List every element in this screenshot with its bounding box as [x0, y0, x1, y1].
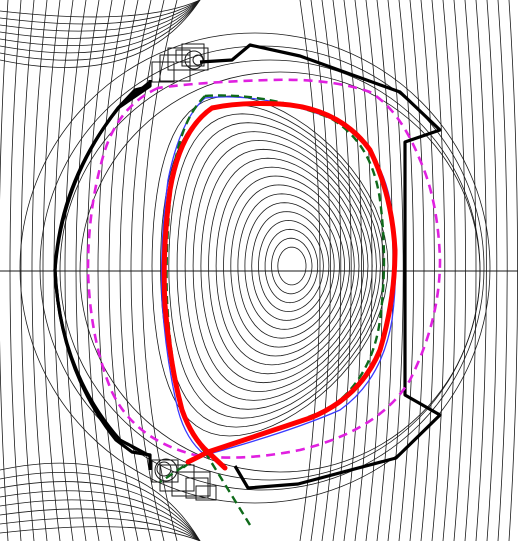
- closed-flux-surface: [244, 202, 335, 330]
- open-field-line: [365, 0, 383, 541]
- closed-flux-surface: [251, 211, 330, 321]
- closed-flux-surface: [264, 228, 319, 304]
- open-field-line: [420, 0, 435, 541]
- outer-flux-circles: [19, 32, 491, 504]
- open-field-line: [97, 0, 126, 541]
- open-field-line: [130, 0, 165, 541]
- open-field-line: [9, 0, 22, 541]
- open-field-line: [0, 517, 201, 541]
- open-field-line: [20, 0, 35, 541]
- open-field-line: [0, 481, 201, 541]
- closed-flux-surface: [208, 157, 360, 375]
- closed-flux-surface: [184, 131, 373, 401]
- closed-flux-surface: [230, 184, 345, 348]
- closed-flux-surface: [160, 104, 385, 428]
- closed-flux-surface: [192, 139, 369, 393]
- open-field-line: [398, 0, 414, 541]
- closed-flux-surface: [237, 193, 340, 339]
- vessel-wall-left-arc: [53, 80, 151, 458]
- open-field-line: [0, 0, 201, 47]
- open-field-line: [119, 0, 152, 541]
- open-field-line: [0, 471, 201, 541]
- open-field-line: [409, 0, 425, 541]
- open-field-line: [387, 0, 404, 541]
- upper-divertor-coils: [151, 43, 209, 83]
- outer-flux-circle: [19, 32, 491, 504]
- open-field-line: [0, 0, 201, 61]
- closed-flux-surface: [258, 219, 324, 313]
- open-field-line: [299, 0, 321, 541]
- open-field-line: [0, 0, 201, 32]
- open-field-line: [0, 462, 201, 541]
- open-field-line: [75, 0, 100, 541]
- open-field-line: [442, 0, 456, 541]
- closed-flux-surface: [277, 246, 307, 286]
- boundary-dashed-magenta: [86, 78, 442, 459]
- open-field-line: [497, 0, 508, 541]
- outer-flux-circle: [79, 71, 481, 473]
- open-field-line: [86, 0, 113, 541]
- open-field-line: [108, 0, 139, 541]
- open-field-line: [475, 0, 487, 541]
- open-field-line: [0, 0, 201, 18]
- open-field-line: [0, 490, 201, 541]
- open-field-line: [453, 0, 466, 541]
- open-field-line: [0, 0, 201, 54]
- open-field-line: [431, 0, 446, 541]
- open-field-line: [464, 0, 477, 541]
- open-field-line: [0, 0, 201, 68]
- closed-flux-surfaces: [151, 95, 389, 437]
- open-field-line: [0, 499, 201, 541]
- closed-flux-surface: [168, 113, 381, 419]
- closed-flux-surface: [223, 175, 350, 357]
- closed-flux-surface: [176, 122, 377, 410]
- open-field-line: [0, 0, 201, 25]
- outer-flux-circle: [39, 45, 485, 491]
- open-field-line: [0, 508, 201, 541]
- open-field-line: [332, 0, 352, 541]
- open-field-line: [486, 0, 498, 541]
- closed-flux-surface: [271, 237, 313, 295]
- open-field-line: [31, 0, 48, 541]
- closed-flux-surface: [151, 95, 389, 437]
- open-field-line: [310, 0, 331, 541]
- open-field-line: [0, 526, 201, 541]
- open-field-line: [42, 0, 61, 541]
- open-field-line: [0, 0, 9, 541]
- closed-flux-surface: [215, 166, 355, 366]
- closed-flux-surface: [200, 148, 365, 384]
- separatrix: [161, 101, 398, 471]
- open-field-line: [0, 0, 201, 39]
- open-field-line: [64, 0, 87, 541]
